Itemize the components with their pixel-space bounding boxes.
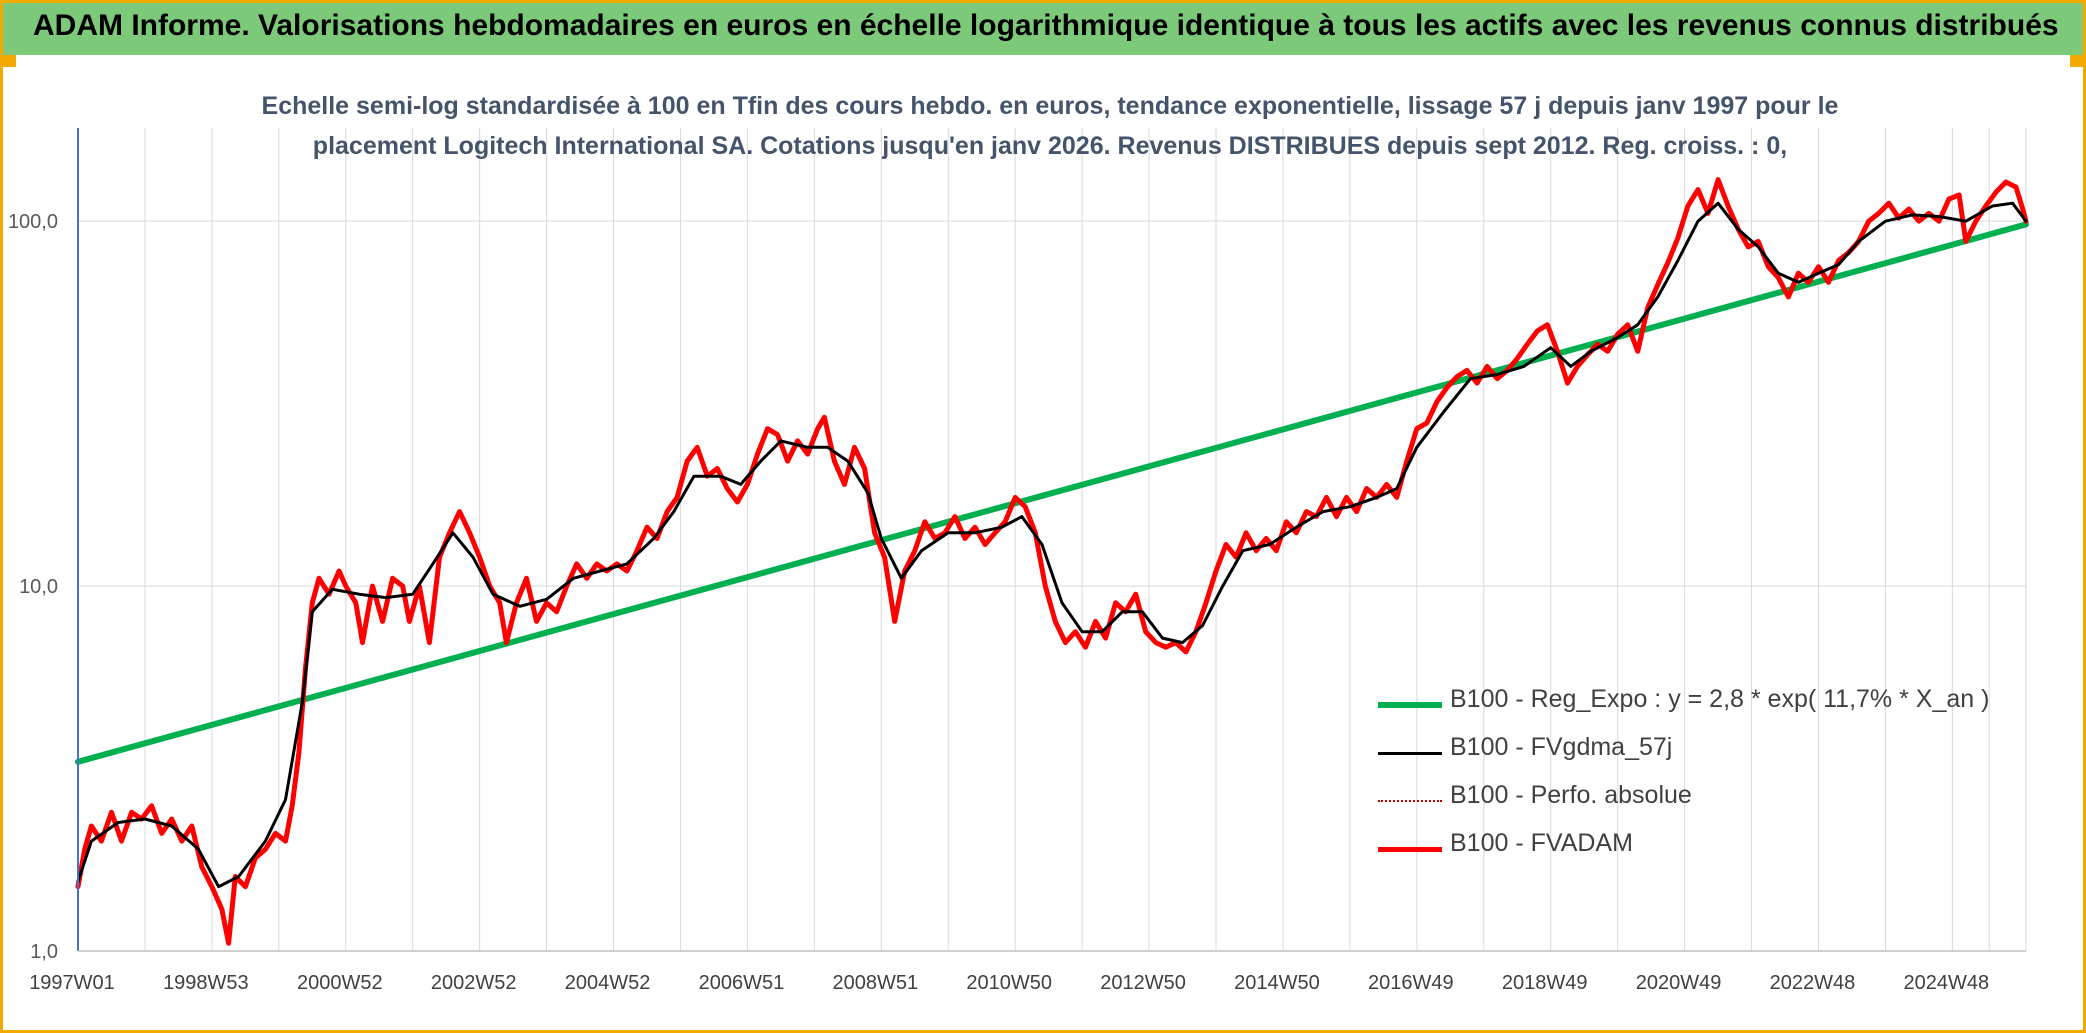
x-tick-label: 2014W50 xyxy=(1234,972,1320,994)
x-tick-label: 2016W49 xyxy=(1368,972,1454,994)
grid-layer xyxy=(78,128,2027,952)
x-tick-label: 2006W51 xyxy=(699,972,785,994)
x-tick-label: 2002W52 xyxy=(431,972,517,994)
chart-title-line1: Echelle semi-log standardisée à 100 en T… xyxy=(261,92,1839,120)
axis-layer: 1,0 10,0 100,0 1997W01 1998W53 2000W52 2002W52… xyxy=(8,128,2026,994)
legend-label-fvgdma: B100 - FVgdma_57j xyxy=(1450,733,1673,761)
series-fvadam-line xyxy=(75,177,2029,946)
x-tick-label: 2010W50 xyxy=(966,972,1052,994)
series-fvgdma-line xyxy=(76,201,2028,889)
legend-swatch-perfo xyxy=(1378,800,1442,802)
series-reg-expo-line xyxy=(75,221,2029,765)
x-tick-label: 1997W01 xyxy=(29,972,115,994)
header-bar: ADAM Informe. Valorisations hebdomadaire… xyxy=(3,3,2083,55)
x-tick-label: 2012W50 xyxy=(1100,972,1186,994)
y-tick-label: 10,0 xyxy=(19,576,58,598)
corner-mark-right xyxy=(2070,55,2086,67)
legend-swatch-reg-expo xyxy=(1378,702,1442,708)
x-tick-label: 2018W49 xyxy=(1502,972,1588,994)
legend-label-perfo: B100 - Perfo. absolue xyxy=(1450,781,1692,809)
y-tick-label: 100,0 xyxy=(8,211,58,233)
y-tick-label: 1,0 xyxy=(30,941,58,963)
legend-label-reg-expo: B100 - Reg_Expo : y = 2,8 * exp( 11,7% *… xyxy=(1450,685,1990,713)
series-layer xyxy=(75,177,2029,946)
chart-title-line2: placement Logitech International SA. Cot… xyxy=(312,132,1788,160)
x-tick-label: 1998W53 xyxy=(163,972,249,994)
x-tick-label: 2008W51 xyxy=(832,972,918,994)
legend-label-fvadam: B100 - FVADAM xyxy=(1450,829,1633,857)
corner-mark-left xyxy=(0,55,16,67)
x-tick-label: 2020W49 xyxy=(1636,972,1722,994)
page-title: ADAM Informe. Valorisations hebdomadaire… xyxy=(33,9,2059,42)
x-tick-label: 2022W48 xyxy=(1770,972,1856,994)
legend-swatch-fvadam xyxy=(1378,847,1442,852)
legend-swatch-fvgdma xyxy=(1378,752,1442,755)
x-tick-label: 2024W48 xyxy=(1904,972,1990,994)
x-tick-label: 2000W52 xyxy=(297,972,383,994)
chart-title: Echelle semi-log standardisée à 100 en T… xyxy=(200,86,1900,166)
x-tick-label: 2004W52 xyxy=(565,972,651,994)
